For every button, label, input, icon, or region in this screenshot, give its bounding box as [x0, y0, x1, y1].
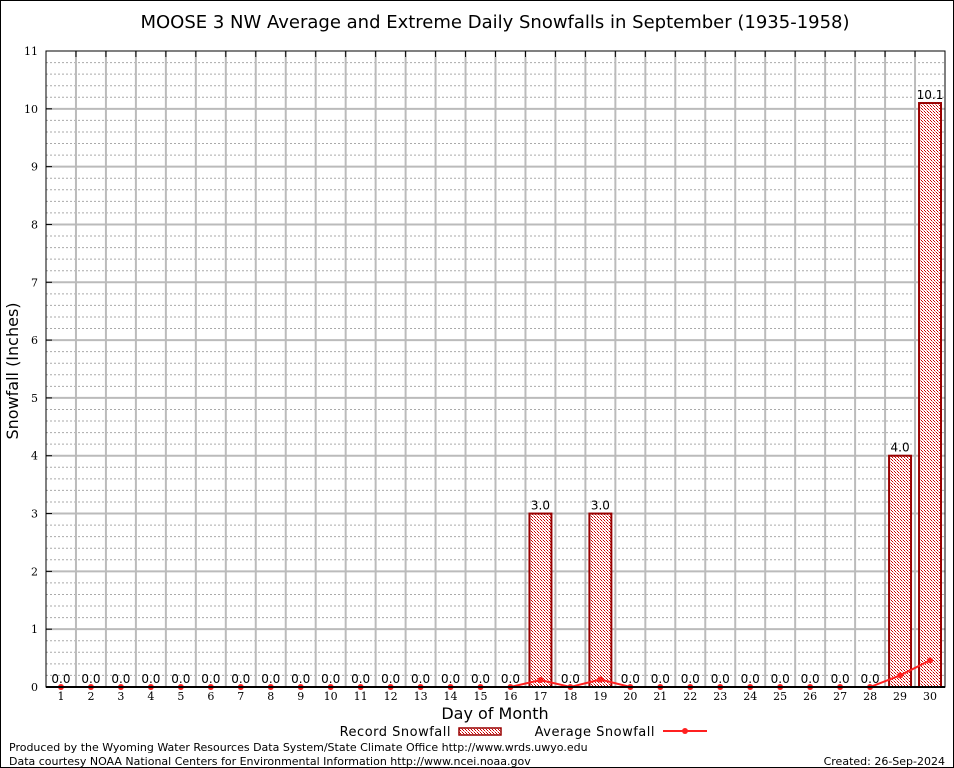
legend-record-label: Record Snowfall: [340, 725, 451, 740]
x-tick-label: 9: [297, 690, 304, 703]
y-tick-label: 11: [24, 45, 38, 58]
x-tick-label: 22: [683, 690, 697, 703]
record-value-label: 0.0: [201, 672, 220, 686]
x-tick-label: 11: [354, 690, 368, 703]
x-tick-label: 4: [147, 690, 154, 703]
x-tick-label: 8: [267, 690, 274, 703]
y-tick-label: 5: [31, 392, 38, 405]
record-value-label: 0.0: [561, 672, 580, 686]
record-value-label: 4.0: [891, 441, 910, 455]
y-tick-label: 3: [31, 508, 38, 521]
record-value-label: 0.0: [621, 672, 640, 686]
record-value-label: 0.0: [771, 672, 790, 686]
y-tick-label: 4: [31, 450, 38, 463]
record-value-label: 0.0: [741, 672, 760, 686]
record-bar: [888, 454, 913, 688]
x-tick-label: 6: [207, 690, 214, 703]
record-value-label: 0.0: [81, 672, 100, 686]
record-bar: [918, 102, 942, 688]
x-tick-label: 29: [893, 690, 907, 703]
y-tick-label: 2: [31, 565, 38, 578]
record-value-label: 3.0: [531, 499, 550, 513]
record-value-label: 0.0: [381, 672, 400, 686]
y-axis-label: Snowfall (Inches): [3, 302, 22, 439]
average-point: [597, 676, 604, 683]
y-tick-label: 0: [31, 681, 38, 694]
x-tick-label: 14: [444, 690, 458, 703]
x-tick-label: 18: [563, 690, 577, 703]
x-tick-label: 28: [863, 690, 877, 703]
legend-average-marker: [682, 728, 688, 734]
record-value-label: 0.0: [141, 672, 160, 686]
record-value-label: 0.0: [651, 672, 670, 686]
record-bar: [588, 512, 613, 689]
record-value-label: 0.0: [111, 672, 130, 686]
footer-created: Created: 26-Sep-2024: [824, 755, 945, 768]
x-tick-label: 17: [533, 690, 547, 703]
x-tick-label: 16: [503, 690, 517, 703]
record-value-label: 0.0: [351, 672, 370, 686]
record-value-label: 0.0: [231, 672, 250, 686]
x-tick-label: 1: [57, 690, 64, 703]
record-value-label: 0.0: [261, 672, 280, 686]
record-value-label: 0.0: [471, 672, 490, 686]
record-value-label: 0.0: [291, 672, 310, 686]
x-tick-label: 21: [653, 690, 667, 703]
record-value-label: 0.0: [801, 672, 820, 686]
chart-title: MOOSE 3 NW Average and Extreme Daily Sno…: [140, 12, 849, 33]
record-bar: [528, 512, 553, 689]
record-value-label: 0.0: [681, 672, 700, 686]
footer-data-source: Data courtesy NOAA National Centers for …: [9, 755, 531, 768]
x-tick-label: 30: [923, 690, 937, 703]
legend: Record Snowfall Average Snowfall: [340, 725, 707, 740]
record-value-label: 0.0: [51, 672, 70, 686]
average-point: [927, 657, 934, 664]
y-tick-label: 7: [31, 276, 38, 289]
record-value-label: 10.1: [917, 88, 944, 102]
x-tick-label: 20: [623, 690, 637, 703]
x-tick-label: 5: [177, 690, 184, 703]
legend-record-swatch: [458, 727, 502, 736]
record-value-label: 0.0: [171, 672, 190, 686]
average-point: [537, 677, 544, 684]
record-value-label: 3.0: [591, 499, 610, 513]
x-tick-label: 19: [593, 690, 607, 703]
record-value-label: 0.0: [861, 672, 880, 686]
y-tick-label: 10: [24, 103, 38, 116]
record-value-label: 0.0: [411, 672, 430, 686]
x-tick-label: 24: [743, 690, 757, 703]
record-value-label: 0.0: [321, 672, 340, 686]
footer-producer: Produced by the Wyoming Water Resources …: [9, 741, 588, 754]
x-tick-label: 13: [414, 690, 428, 703]
x-tick-label: 10: [324, 690, 338, 703]
x-tick-label: 7: [237, 690, 244, 703]
x-tick-label: 2: [87, 690, 94, 703]
record-value-label: 0.0: [831, 672, 850, 686]
record-value-label: 0.0: [711, 672, 730, 686]
record-value-label: 0.0: [441, 672, 460, 686]
x-tick-label: 3: [117, 690, 124, 703]
legend-average-label: Average Snowfall: [535, 725, 655, 740]
average-point: [897, 672, 904, 679]
y-tick-label: 6: [31, 334, 38, 347]
x-tick-label: 25: [773, 690, 787, 703]
x-axis-label: Day of Month: [441, 704, 548, 723]
x-tick-label: 27: [833, 690, 847, 703]
y-tick-label: 9: [31, 161, 38, 174]
y-tick-label: 8: [31, 218, 38, 231]
x-tick-label: 15: [474, 690, 488, 703]
y-tick-label: 1: [31, 623, 38, 636]
x-tick-label: 26: [803, 690, 817, 703]
x-tick-label: 23: [713, 690, 727, 703]
record-value-label: 0.0: [501, 672, 520, 686]
x-tick-label: 12: [384, 690, 398, 703]
